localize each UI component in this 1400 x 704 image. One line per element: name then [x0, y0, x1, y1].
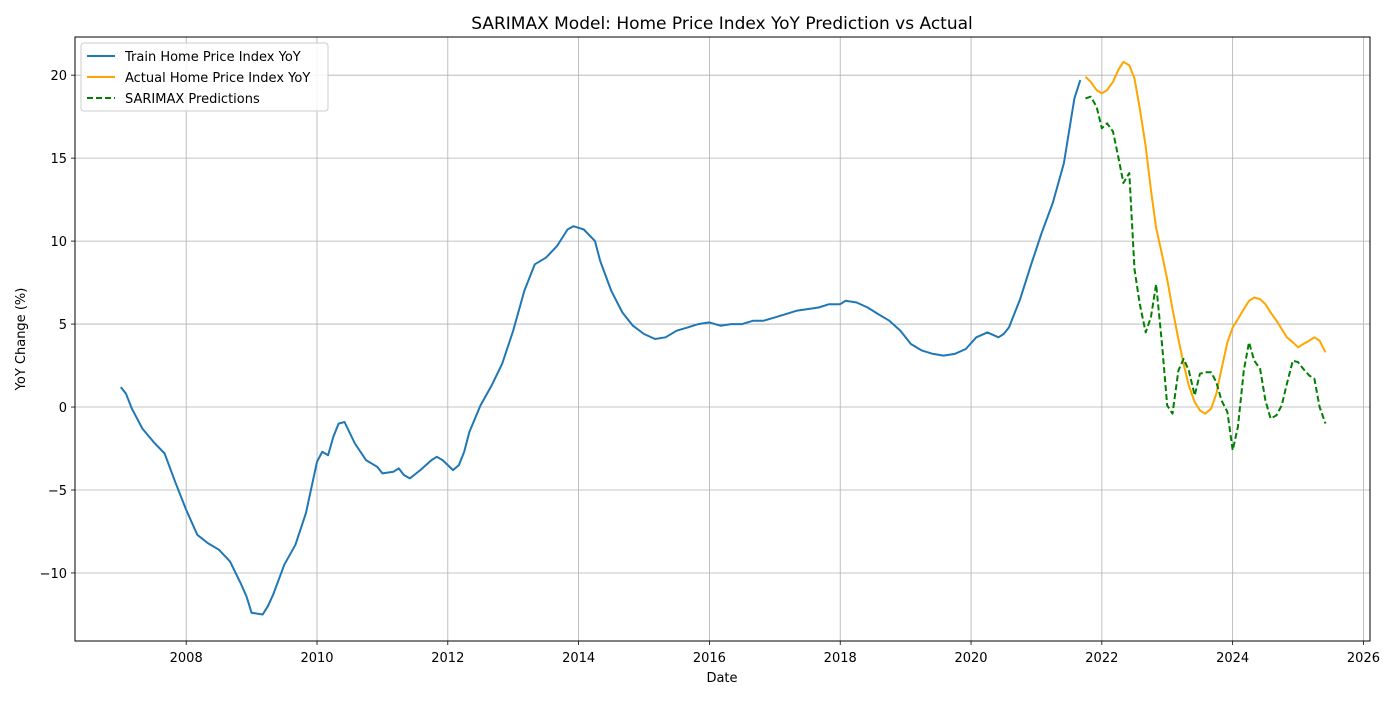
y-tick-label: −5	[48, 484, 67, 499]
legend-label-predictions: SARIMAX Predictions	[125, 92, 260, 107]
x-tick-label: 2018	[824, 651, 857, 666]
x-tick-label: 2020	[954, 651, 987, 666]
predictions-series-line	[1085, 95, 1327, 452]
y-tick-label: 0	[59, 401, 67, 416]
y-tick-label: 5	[59, 318, 67, 333]
x-tick-label: 2026	[1347, 651, 1380, 666]
y-tick-label: −10	[40, 567, 67, 582]
x-axis-label: Date	[706, 671, 737, 686]
legend-label-train: Train Home Price Index YoY	[124, 50, 301, 65]
y-tick-label: 15	[50, 152, 67, 167]
x-tick-label: 2008	[170, 651, 203, 666]
x-tick-label: 2016	[693, 651, 726, 666]
x-tick-label: 2010	[300, 651, 333, 666]
x-tick-label: 2014	[562, 651, 595, 666]
chart-title: SARIMAX Model: Home Price Index YoY Pred…	[471, 14, 973, 34]
x-tick-label: 2012	[431, 651, 464, 666]
y-tick-label: 10	[50, 235, 67, 250]
x-tick-label: 2022	[1085, 651, 1118, 666]
legend-box	[80, 42, 329, 112]
grid-lines	[75, 37, 1370, 641]
legend-label-actual: Actual Home Price Index YoY	[125, 71, 310, 86]
y-axis-label: YoY Change (%)	[14, 288, 29, 392]
y-tick-label: 20	[50, 69, 67, 84]
axis-ticks: 2008 2010 2012 2014 2016 2018 2020 2022 2024 2026…	[40, 69, 1380, 666]
x-tick-label: 2024	[1216, 651, 1249, 666]
plot-area-frame	[74, 36, 1371, 642]
train-series-line	[120, 79, 1082, 616]
actual-series-line	[1084, 60, 1327, 415]
series-lines	[120, 60, 1327, 616]
legend: Train Home Price Index YoY Actual Home P…	[80, 42, 329, 112]
